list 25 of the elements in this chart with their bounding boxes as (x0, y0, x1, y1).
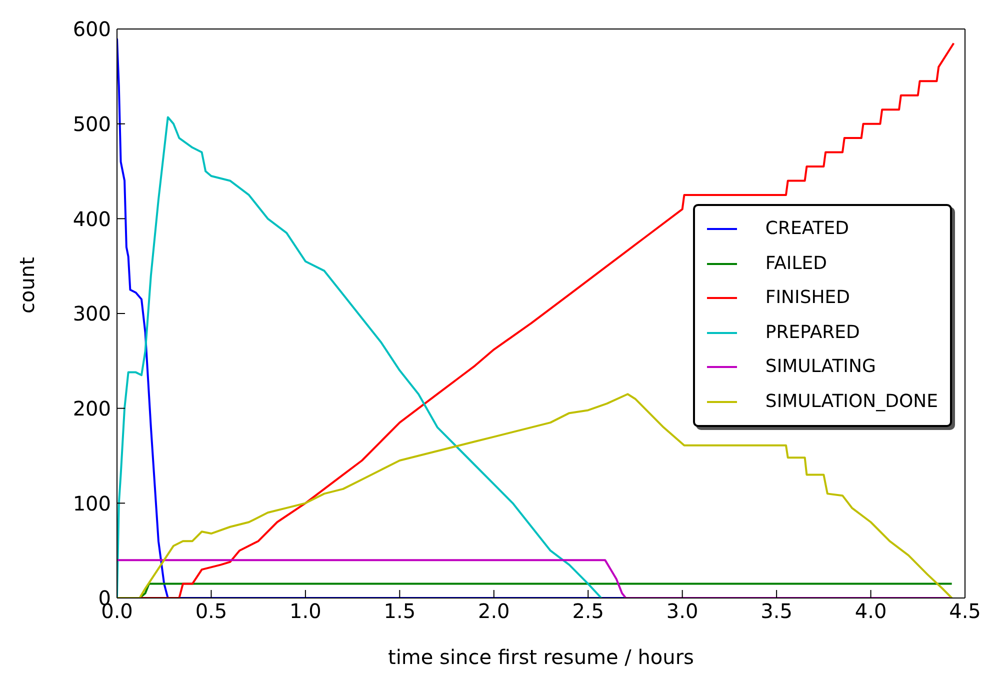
x-axis-title: time since first resume / hours (388, 645, 694, 669)
x-tick-label: 2.0 (478, 599, 510, 624)
x-tick-label: 0.5 (195, 599, 228, 624)
y-tick-label: 200 (72, 396, 111, 420)
x-tick-label: 1.0 (290, 599, 322, 624)
x-tick-label: 4.5 (949, 599, 981, 624)
line-series (117, 393, 953, 598)
y-tick-label: 300 (72, 302, 111, 326)
legend-label: SIMULATING (765, 355, 876, 379)
legend-label: PREPARED (765, 320, 860, 344)
x-tick-label: 4.0 (854, 599, 887, 624)
legend-label: CREATED (765, 217, 849, 241)
legend-label: FINISHED (765, 286, 850, 310)
legend-label: SIMULATION_DONE (765, 390, 938, 414)
y-tick-label: 600 (72, 17, 111, 42)
x-tick-label: 3.5 (760, 599, 792, 624)
x-tick-label: 3.0 (666, 599, 698, 624)
legend-label: FAILED (765, 252, 827, 276)
x-tick-label: 1.5 (384, 599, 416, 624)
x-tick-label: 2.5 (572, 599, 604, 624)
line-series (117, 116, 602, 598)
y-tick-label: 400 (72, 206, 111, 231)
y-tick-label: 100 (72, 491, 111, 516)
y-tick-label: 500 (72, 112, 111, 136)
y-axis-title: count (15, 256, 40, 314)
